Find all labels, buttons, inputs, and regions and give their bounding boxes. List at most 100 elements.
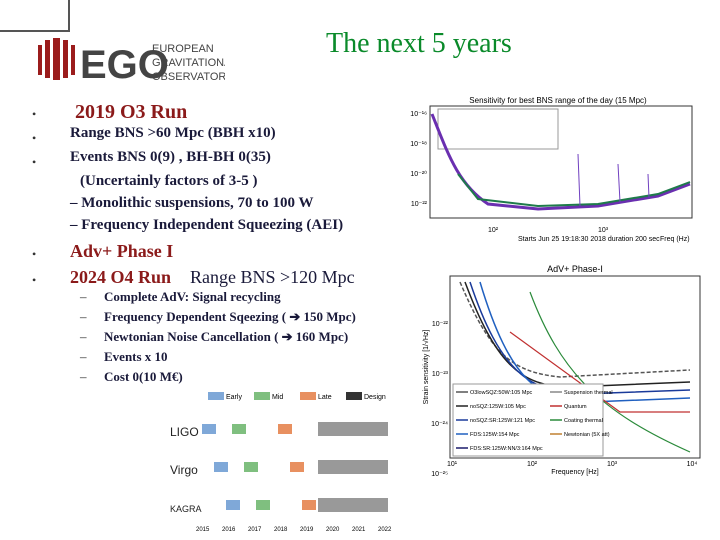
run-block bbox=[256, 500, 270, 510]
run-block bbox=[244, 462, 258, 472]
x-tick-label: 10³ bbox=[598, 227, 609, 234]
year-label: 2021 bbox=[352, 527, 366, 533]
timeline: Early Mid Late Design LIGO Virgo KAGRA 2015 2016… bbox=[170, 392, 392, 533]
y-tick-label: 10⁻²² bbox=[411, 201, 428, 208]
sub-dash: – bbox=[80, 289, 87, 304]
bullet-text: Adv+ Phase I bbox=[70, 241, 174, 261]
adv-plus-figure: AdV+ Phase-I Strain sensitivity [1/√Hz] … bbox=[422, 264, 701, 477]
bullet-text: – Frequency Independent Squeezing (AEI) bbox=[70, 217, 344, 233]
legend-box bbox=[437, 108, 559, 150]
legend-label: noSQZ:125W:105 Mpc bbox=[470, 404, 526, 410]
logo: EGO EUROPEAN GRAVITATIONAL OBSERVATORY bbox=[38, 38, 225, 87]
run-block bbox=[302, 500, 316, 510]
legend-label: O3lowSQZ:50W:105 Mpc bbox=[470, 390, 533, 396]
figure-title: AdV+ Phase-I bbox=[547, 264, 603, 274]
y-tick-label: 10⁻¹⁶ bbox=[410, 111, 427, 118]
bullet-text: (Uncertainly factors of 3-5 ) bbox=[80, 173, 258, 189]
run-block bbox=[290, 462, 304, 472]
phase-swatch bbox=[300, 392, 316, 400]
logo-name: GRAVITATIONAL bbox=[152, 57, 225, 69]
bullet-text: Events BNS 0(9) , BH-BH 0(35) bbox=[70, 149, 271, 165]
phase-swatch bbox=[208, 392, 224, 400]
bullet-dot: • bbox=[32, 273, 37, 287]
timeline-figure: Early Mid Late Design LIGO Virgo KAGRA 2015 2016… bbox=[170, 392, 392, 533]
year-label: 2017 bbox=[248, 527, 262, 533]
design-gradient bbox=[318, 460, 388, 474]
legend-label: Coating thermal bbox=[564, 418, 603, 424]
detector-label: LIGO bbox=[170, 425, 199, 439]
run-block bbox=[214, 462, 228, 472]
logo-name: EUROPEAN bbox=[152, 43, 214, 55]
sub-dash: – bbox=[80, 309, 87, 324]
phase-label: Early bbox=[226, 394, 242, 401]
y-tick-label: 10⁻²⁰ bbox=[410, 170, 427, 178]
bullet-dot: • bbox=[32, 131, 37, 145]
spikes bbox=[577, 153, 650, 207]
y-ticks: 10⁻¹⁶ 10⁻¹⁸ 10⁻²⁰ 10⁻²² bbox=[410, 111, 427, 208]
x-label: Frequency [Hz] bbox=[551, 469, 599, 476]
curve bbox=[457, 173, 691, 208]
phase-swatch bbox=[346, 392, 362, 400]
x-tick-label: 10² bbox=[527, 461, 538, 468]
design-gradient bbox=[318, 422, 388, 436]
bullet-text: 2024 O4 Run bbox=[70, 267, 172, 287]
year-label: 2018 bbox=[274, 527, 288, 533]
legend-label: noSQZ:SR:125W:121 Mpc bbox=[470, 418, 535, 424]
legend-label: Quantum bbox=[564, 404, 587, 410]
logo-bars bbox=[38, 38, 75, 80]
y-tick-label: 10⁻²² bbox=[432, 321, 449, 328]
legend: O3lowSQZ:50W:105 Mpc noSQZ:125W:105 Mpc no… bbox=[456, 390, 613, 452]
y-tick-label: 10⁻¹⁸ bbox=[410, 141, 427, 148]
phase-swatch bbox=[254, 392, 270, 400]
corner-frame bbox=[0, 0, 70, 32]
year-label: 2016 bbox=[222, 527, 236, 533]
title: The next 5 years bbox=[326, 28, 512, 59]
bullet-text: 2019 O3 Run bbox=[75, 101, 188, 123]
x-tick-label: 10³ bbox=[607, 461, 618, 468]
x-label: Freq (Hz) bbox=[660, 236, 690, 243]
phase-label: Late bbox=[318, 394, 332, 401]
year-label: 2022 bbox=[378, 527, 392, 533]
legend-box bbox=[452, 383, 604, 457]
curve bbox=[459, 281, 691, 378]
bullet-dot: • bbox=[32, 155, 37, 169]
logo-name: OBSERVATORY bbox=[152, 71, 225, 83]
bullet-extra: Range BNS >120 Mpc bbox=[190, 267, 355, 287]
year-label: 2020 bbox=[326, 527, 340, 533]
sub-bullet: Cost 0(10 M€) bbox=[104, 369, 183, 384]
bullet-dot: • bbox=[32, 107, 37, 121]
phase-label: Design bbox=[364, 394, 386, 401]
ticks: 10⁻²² 10⁻²³ 10⁻²⁴ 10⁻²⁵ 10¹ 10² 10³ 10⁴ bbox=[431, 321, 697, 477]
year-label: 2015 bbox=[196, 527, 210, 533]
x-tick-label: 10¹ bbox=[447, 461, 458, 468]
detector-label: Virgo bbox=[170, 463, 198, 477]
sub-bullet: Frequency Dependent Sqeezing ( ➔ 150 Mpc… bbox=[104, 309, 356, 324]
legend-label: FDS:SR:125W:NN/3:164 Mpc bbox=[470, 446, 543, 452]
year-label: 2019 bbox=[300, 527, 314, 533]
x-tick-label: 10² bbox=[488, 227, 499, 234]
phase-label: Mid bbox=[272, 394, 283, 401]
legend-label: Suspension thermal bbox=[564, 390, 613, 396]
sub-dash: – bbox=[80, 349, 87, 364]
bullet-text: – Monolithic suspensions, 70 to 100 W bbox=[70, 195, 314, 211]
y-tick-label: 10⁻²⁴ bbox=[431, 421, 448, 428]
design-gradient bbox=[318, 498, 388, 512]
detector-label: KAGRA bbox=[170, 504, 202, 514]
sensitivity-figure: Sensitivity for best BNS range of the da… bbox=[410, 96, 693, 243]
bullet-dot: • bbox=[32, 247, 37, 261]
y-tick-label: 10⁻²³ bbox=[432, 371, 449, 378]
y-label: Strain sensitivity [1/√Hz] bbox=[422, 330, 430, 405]
run-block bbox=[202, 424, 216, 434]
figure-footer: Starts Jun 25 19:18:30 2018 duration 200… bbox=[518, 236, 660, 243]
x-tick-label: 10⁴ bbox=[687, 461, 698, 468]
sub-dash: – bbox=[80, 329, 87, 344]
sub-bullet: Newtonian Noise Cancellation ( ➔ 160 Mpc… bbox=[104, 329, 349, 344]
logo-mark: EGO bbox=[80, 43, 169, 87]
sub-dash: – bbox=[80, 369, 87, 384]
run-block bbox=[278, 424, 292, 434]
figure-title: Sensitivity for best BNS range of the da… bbox=[469, 96, 647, 105]
legend-label: FDS:125W:154 Mpc bbox=[470, 432, 520, 438]
run-block bbox=[232, 424, 246, 434]
sub-bullet: Events x 10 bbox=[104, 349, 168, 364]
